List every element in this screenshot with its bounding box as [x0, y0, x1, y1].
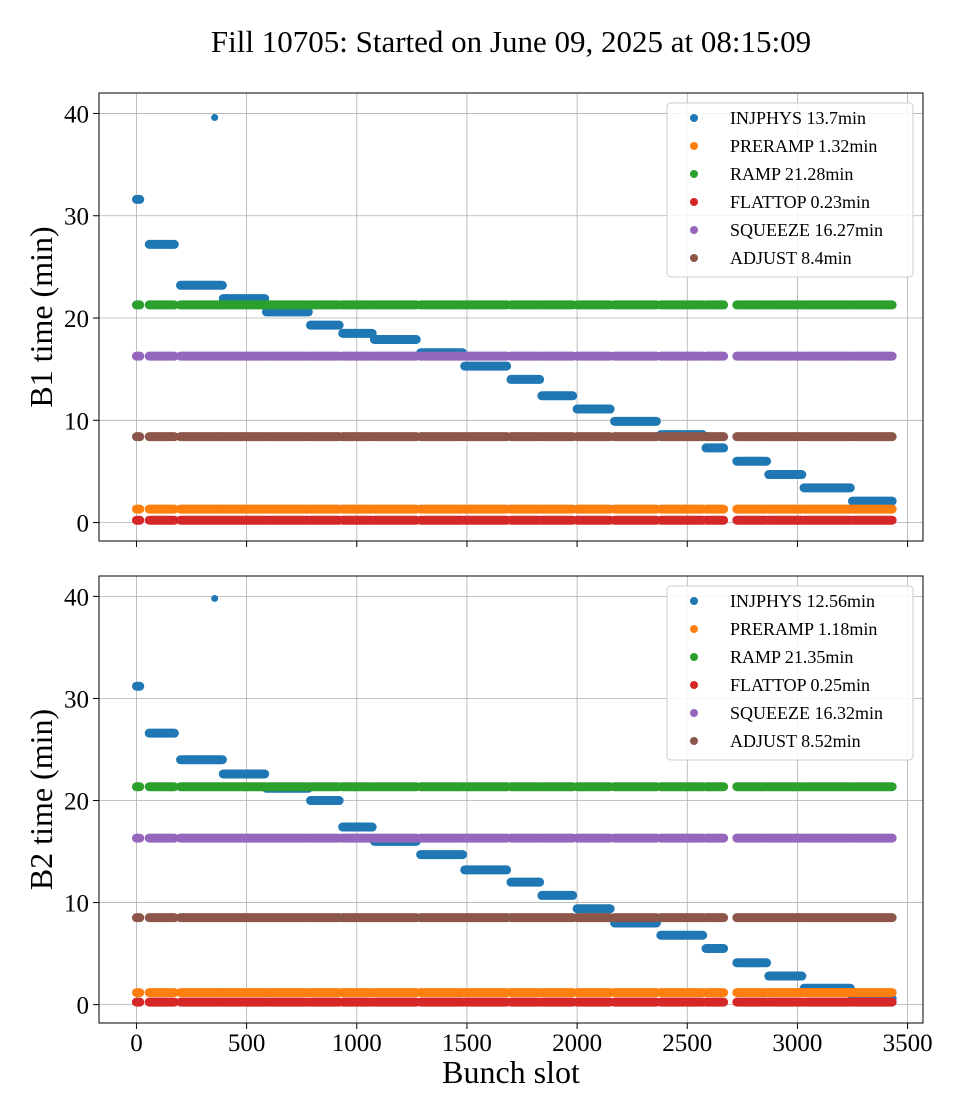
y-tick-label: 0 [77, 511, 90, 538]
legend-label: PRERAMP 1.32min [730, 136, 877, 156]
outlier-point [211, 114, 219, 122]
legend-marker [690, 653, 698, 661]
legend-marker [690, 681, 698, 689]
legend: INJPHYS 13.7min PRERAMP 1.32min RAMP 21.28… [666, 102, 914, 278]
legend-marker [690, 170, 698, 178]
data-points [131, 114, 897, 525]
x-tick-label: 1500 [442, 1030, 492, 1057]
legend-label: INJPHYS 12.56min [730, 591, 875, 611]
outlier-point [211, 594, 219, 602]
legend-marker [690, 226, 698, 234]
x-tick-label: 2500 [662, 1030, 712, 1057]
axes-frame [98, 575, 924, 1024]
y-tick-label: 20 [64, 789, 89, 816]
legend-label: SQUEEZE 16.32min [730, 703, 883, 723]
data-points [131, 594, 897, 1007]
legend-marker [690, 597, 698, 605]
legend-marker [690, 114, 698, 122]
x-tick-label: 1000 [332, 1030, 382, 1057]
legend-marker [690, 737, 698, 745]
legend-label: FLATTOP 0.25min [730, 675, 870, 695]
legend-marker [690, 709, 698, 717]
panel-2: 0 10 20 30 40 0 500 1000 1500 2000 2500 3000 3500 B2 … [23, 575, 933, 1057]
panels: 0 10 20 30 40 B1 time (min) INJPHYS 13.7min PRE… [23, 92, 933, 1057]
y-tick-label: 10 [64, 891, 89, 918]
legend-label: FLATTOP 0.23min [730, 192, 870, 212]
legend-label: INJPHYS 13.7min [730, 108, 866, 128]
x-tick-label: 2000 [552, 1030, 602, 1057]
y-tick-label: 40 [64, 101, 89, 128]
x-tick-label: 3000 [772, 1030, 822, 1057]
y-axis-label: B2 time (min) [23, 709, 59, 890]
legend-label: ADJUST 8.4min [730, 248, 852, 268]
x-tick-label: 0 [130, 1030, 143, 1057]
legend-label: PRERAMP 1.18min [730, 619, 877, 639]
y-tick-label: 0 [77, 993, 90, 1020]
legend: INJPHYS 12.56min PRERAMP 1.18min RAMP 21.3… [666, 585, 914, 761]
panel-1: 0 10 20 30 40 B1 time (min) INJPHYS 13.7min PRE… [23, 92, 924, 547]
legend-label: RAMP 21.35min [730, 647, 853, 667]
legend-marker [690, 254, 698, 262]
legend-marker [690, 198, 698, 206]
y-tick-label: 10 [64, 408, 89, 435]
x-tick-label: 3500 [883, 1030, 933, 1057]
y-tick-label: 30 [64, 686, 89, 713]
y-tick-label: 30 [64, 204, 89, 231]
y-tick-label: 40 [64, 584, 89, 611]
legend-label: SQUEEZE 16.27min [730, 220, 883, 240]
legend-marker [690, 142, 698, 150]
y-tick-label: 20 [64, 306, 89, 333]
legend-label: RAMP 21.28min [730, 164, 853, 184]
y-axis-label: B1 time (min) [23, 226, 59, 407]
legend-box [666, 585, 914, 761]
x-tick-label: 500 [228, 1030, 266, 1057]
axes-frame [98, 92, 924, 542]
legend-box [666, 102, 914, 278]
legend-label: ADJUST 8.52min [730, 731, 861, 751]
x-axis-label: Bunch slot [442, 1054, 580, 1090]
legend-marker [690, 625, 698, 633]
chart-title: Fill 10705: Started on June 09, 2025 at … [211, 24, 811, 59]
